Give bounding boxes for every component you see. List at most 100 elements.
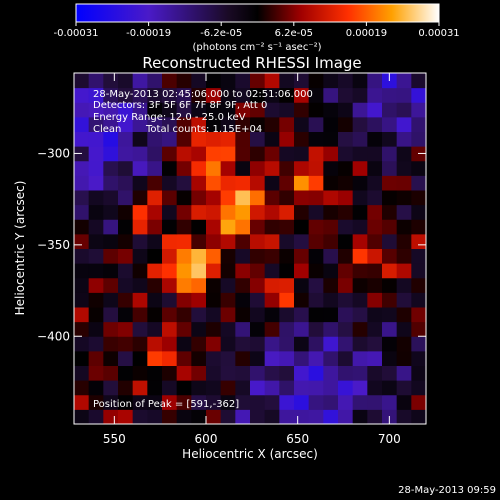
heatmap-cell [323,87,339,103]
heatmap-cell [294,380,310,396]
heatmap-cell [176,263,192,279]
heatmap-cell [352,394,368,410]
heatmap-cell [367,160,383,176]
heatmap-cell [191,380,207,396]
heatmap-cell [191,146,207,162]
colorbar-tick-label: 0.00019 [346,28,387,39]
heatmap-cell [250,190,266,206]
heatmap-cell [220,263,236,279]
heatmap-cell [323,336,339,352]
heatmap-cell [162,394,178,410]
heatmap-cell [294,131,310,147]
colorbar-tick-label: 6.2e-05 [275,28,313,39]
heatmap-cell [88,160,104,176]
heatmap-cell [367,350,383,366]
heatmap-cell [206,87,222,103]
heatmap-cell [294,160,310,176]
heatmap-cell [191,87,207,103]
heatmap-cell [132,160,148,176]
heatmap-cell [118,73,134,89]
heatmap-cell [294,219,310,235]
heatmap-cell [103,263,119,279]
heatmap-cell [352,365,368,381]
heatmap-cell [382,380,398,396]
heatmap-cell [382,394,398,410]
heatmap-cell [118,263,134,279]
heatmap-cell [132,321,148,337]
heatmap-cell [132,190,148,206]
heatmap-cell [147,292,163,308]
heatmap-cell [367,219,383,235]
heatmap-cell [294,394,310,410]
heatmap-cell [396,102,412,118]
heatmap-cell [338,394,354,410]
heatmap-cell [176,131,192,147]
heatmap-cell [118,292,134,308]
heatmap-cell [308,233,324,249]
heatmap-cell [294,409,310,424]
heatmap-cell [206,336,222,352]
heatmap-cell [323,248,339,264]
heatmap-cell [352,409,368,424]
heatmap-cell [279,175,295,191]
heatmap-cell [323,292,339,308]
heatmap-cell [118,380,134,396]
heatmap-cell [235,146,251,162]
heatmap-cell [162,219,178,235]
heatmap-cell [162,175,178,191]
heatmap-cell [338,87,354,103]
heatmap-cell [382,160,398,176]
heatmap-cell [308,307,324,323]
heatmap-cell [176,233,192,249]
heatmap-cell [264,350,280,366]
heatmap-cell [235,219,251,235]
heatmap-cell [74,87,90,103]
heatmap-cell [338,190,354,206]
heatmap-cell [103,190,119,206]
heatmap-cell [396,307,412,323]
heatmap-cell [191,131,207,147]
heatmap-cell [191,248,207,264]
heatmap-cell [396,365,412,381]
heatmap-cell [191,263,207,279]
heatmap-cell [279,277,295,293]
heatmap-cell [250,263,266,279]
heatmap-cell [147,233,163,249]
heatmap-cell [352,233,368,249]
heatmap-cell [308,336,324,352]
heatmap-cell [206,131,222,147]
heatmap-cell [323,350,339,366]
heatmap-cell [88,394,104,410]
heatmap-cell [308,365,324,381]
heatmap-cell [74,336,90,352]
heatmap-cell [279,248,295,264]
heatmap-cell [294,175,310,191]
heatmap-cell [191,233,207,249]
heatmap-cell [338,409,354,424]
heatmap-cell [220,350,236,366]
heatmap-cell [103,336,119,352]
heatmap-cell [206,380,222,396]
heatmap-cell [191,73,207,89]
colorbar-tick-label: -0.00019 [126,28,171,39]
heatmap-cell [220,365,236,381]
heatmap-cell [176,146,192,162]
heatmap-cell [250,336,266,352]
heatmap-cell [162,277,178,293]
heatmap-cell [147,409,163,424]
heatmap-cell [220,87,236,103]
chart-title: Reconstructed RHESSI Image [142,54,361,72]
heatmap-cell [279,116,295,132]
colorbar-tick-label: 0.00031 [418,28,459,39]
heatmap-cell [191,204,207,220]
heatmap-cell [382,263,398,279]
heatmap-cell [264,175,280,191]
heatmap-cell [323,380,339,396]
heatmap-cell [74,233,90,249]
heatmap-cell [382,175,398,191]
heatmap-cell [132,248,148,264]
heatmap-cell [250,116,266,132]
heatmap-cell [279,204,295,220]
annotation-energy: Energy Range: 12.0 - 25.0 keV [93,112,246,123]
heatmap-cell [206,277,222,293]
